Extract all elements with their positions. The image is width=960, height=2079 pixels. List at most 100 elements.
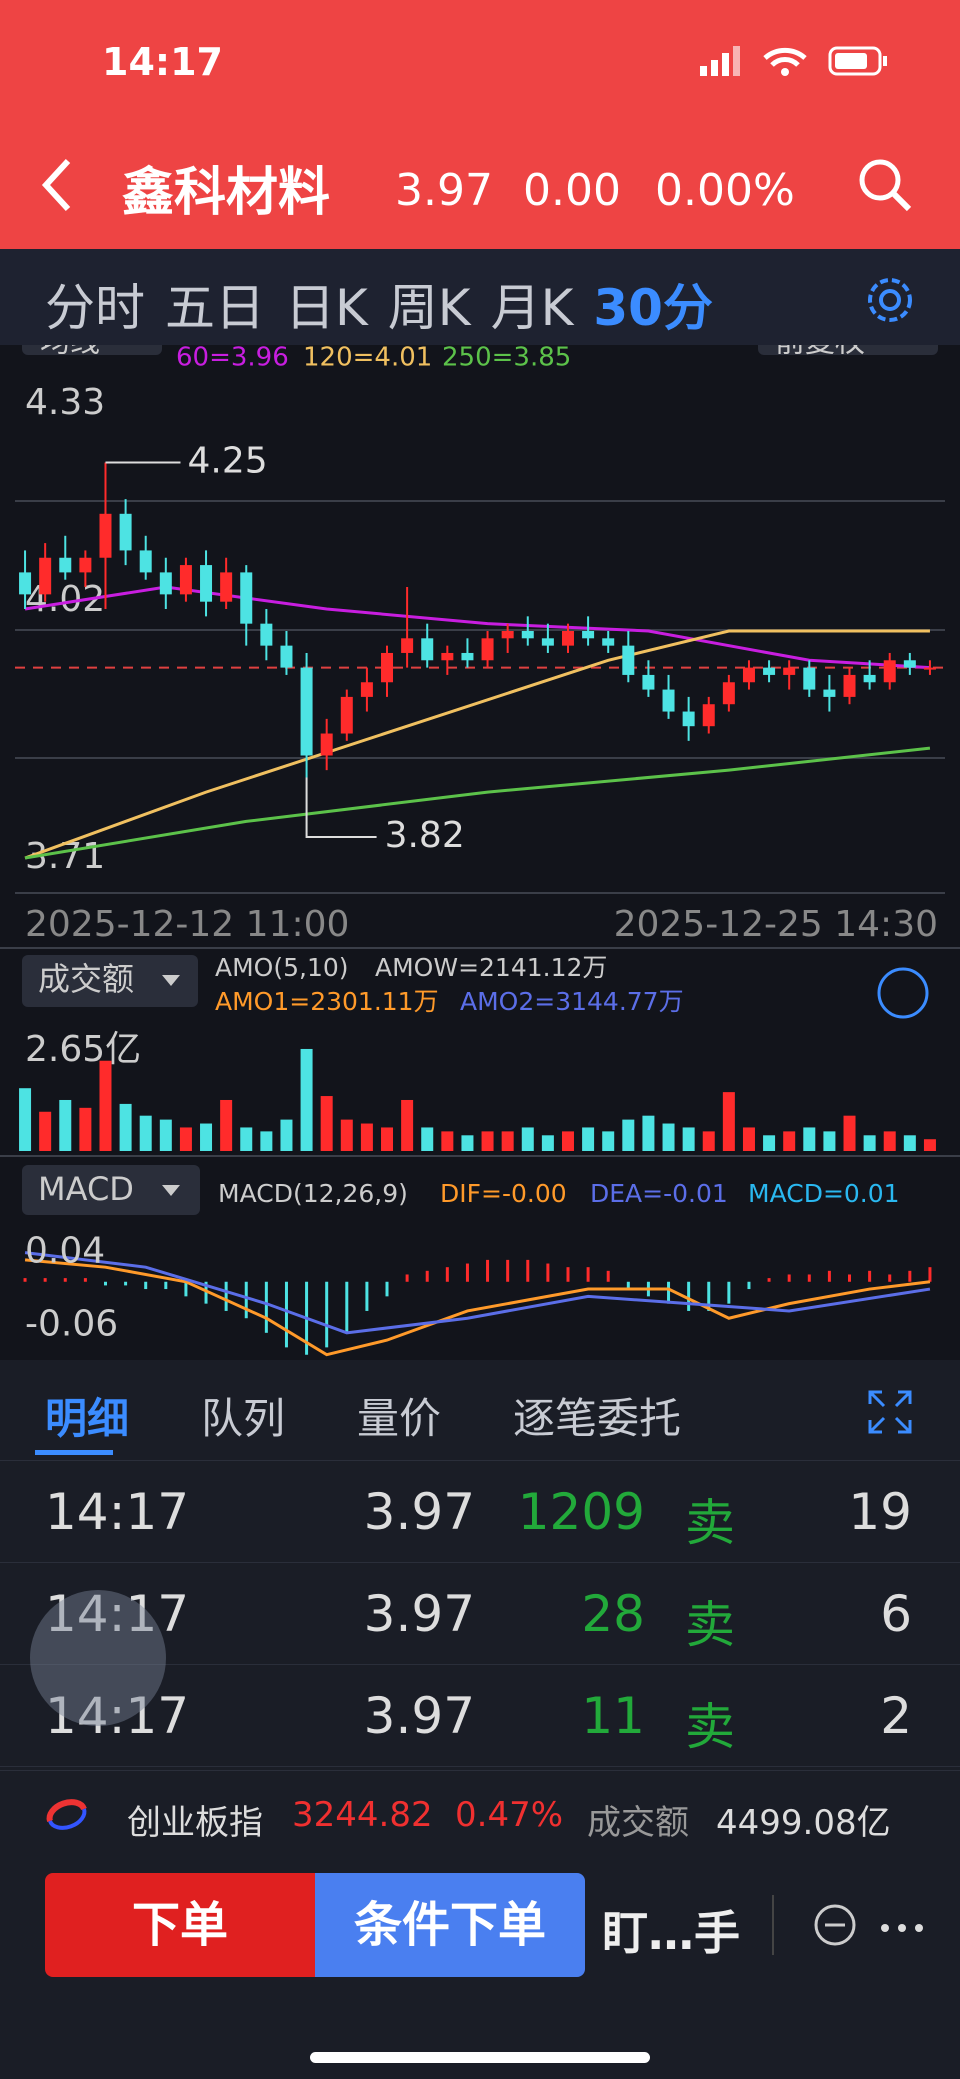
index-change: 0.47% <box>455 1795 564 1835</box>
trade-row: 14:17 3.97 28 卖 6 <box>0 1563 960 1665</box>
trade-tab[interactable]: 逐笔委托 <box>513 1394 682 1443</box>
index-logo <box>46 1799 87 1830</box>
volume-bar <box>300 1048 313 1151</box>
volume-bar <box>179 1127 192 1151</box>
more-button[interactable] <box>810 1900 930 1950</box>
period-tab[interactable]: 分时 <box>45 279 145 337</box>
candle-body <box>179 565 192 595</box>
candle-body <box>561 630 574 646</box>
ma-menu <box>22 345 162 355</box>
ma-menu-label: 均线 <box>40 345 100 360</box>
period-tab[interactable]: 月K <box>490 279 574 337</box>
candle-body <box>521 630 534 639</box>
switch-icon <box>877 967 929 1019</box>
watch-button[interactable]: 盯…手 <box>602 1906 740 1960</box>
tabs-bar <box>0 1360 960 1461</box>
volume-bar <box>421 1127 434 1151</box>
macd-menu <box>22 1165 200 1215</box>
indicator-name: AMO(5,10) <box>215 953 349 982</box>
search-button[interactable] <box>855 155 915 215</box>
dif-label: DIF=-0.00 <box>440 1179 567 1208</box>
volume-bar <box>823 1131 836 1151</box>
volume-bar <box>903 1135 916 1151</box>
trade-tab[interactable]: 明细 <box>45 1394 130 1443</box>
candle-body <box>461 652 474 661</box>
price: 3.97 <box>395 165 493 216</box>
conditional-order-button[interactable]: 条件下单 <box>315 1873 585 1977</box>
tab-underline <box>35 1450 113 1455</box>
x-label: 2025-12-25 14:30 <box>614 904 938 945</box>
assistant-bubble[interactable] <box>30 1590 166 1726</box>
candle-body <box>260 623 273 646</box>
trade-time: 14:17 <box>45 1585 190 1643</box>
volume-bar <box>159 1119 172 1151</box>
volume-bar <box>521 1127 534 1151</box>
volume-bar <box>642 1115 655 1151</box>
trade-tab[interactable]: 量价 <box>357 1394 442 1443</box>
indicator-line <box>24 746 931 860</box>
candle-body <box>401 638 414 653</box>
trade-row: 14:17 3.97 1209 卖 19 <box>0 1461 960 1563</box>
candle-body <box>903 660 916 668</box>
volume-bar <box>582 1127 595 1151</box>
volume-bar <box>662 1123 675 1151</box>
candle-body <box>240 572 253 624</box>
volume-bar <box>59 1099 72 1151</box>
indicator-line <box>24 1258 931 1357</box>
settings-button[interactable] <box>862 272 918 328</box>
dropdown-icon <box>162 1185 180 1196</box>
volume-bar <box>541 1135 554 1151</box>
trade-tab[interactable]: 队列 <box>201 1394 286 1443</box>
y-tick-label: 0.04 <box>25 1231 105 1272</box>
trade-time: 14:17 <box>45 1687 190 1745</box>
candle-body <box>602 638 615 646</box>
macd-menu-label: MACD <box>38 1170 134 1208</box>
candle-body <box>863 674 876 683</box>
ma-legend: 250=3.85 <box>442 345 571 373</box>
leader-line <box>305 777 377 838</box>
trade-count: 6 <box>880 1585 912 1643</box>
trade-count: 19 <box>848 1483 912 1541</box>
period-tab[interactable]: 日K <box>285 279 368 337</box>
candle-body <box>159 572 172 595</box>
candle-body <box>923 667 936 670</box>
index-value: 3244.82 <box>292 1795 433 1835</box>
volume-bar <box>602 1131 615 1151</box>
candle-body <box>200 565 213 602</box>
volume-bar <box>561 1131 574 1151</box>
period-tab[interactable]: 五日 <box>165 279 265 337</box>
trade-list: 14:17 3.97 1209 卖 19 14:17 3.97 28 卖 6 14:17 3.97 11… <box>0 1461 960 1767</box>
volume-bar <box>240 1127 253 1151</box>
chart-area: 均线前复权60=3.96120=4.01250=3.854.334.023.71… <box>0 345 960 1360</box>
indicator-line <box>24 629 930 860</box>
volume-bar <box>501 1131 514 1151</box>
change-pct: 0.00% <box>655 165 795 216</box>
period-tab[interactable]: 30分 <box>593 279 713 337</box>
period-tab[interactable]: 周K <box>387 279 471 337</box>
candle-body <box>541 638 554 646</box>
back-button[interactable] <box>38 155 78 215</box>
ma-legend: 60=3.96 <box>176 345 289 373</box>
trade-price: 3.97 <box>363 1585 475 1643</box>
candle-body <box>139 550 152 573</box>
volume-bar <box>863 1135 876 1151</box>
candle-body <box>702 704 715 727</box>
y-tick-label: -0.06 <box>25 1304 118 1345</box>
trade-row: 14:17 3.97 11 卖 2 <box>0 1665 960 1767</box>
candle-body <box>642 674 655 690</box>
divider <box>772 1895 774 1955</box>
trade-side: 卖 <box>685 1698 735 1756</box>
fullscreen-button[interactable] <box>866 1388 914 1436</box>
volume-bar <box>220 1099 233 1151</box>
dea-label: DEA=-0.01 <box>590 1179 728 1208</box>
candle-body <box>300 667 313 756</box>
volume-bar <box>702 1131 715 1151</box>
volume-bar <box>280 1119 293 1151</box>
candle-body <box>360 682 373 697</box>
change: 0.00 <box>523 165 621 216</box>
candle-body <box>99 513 112 558</box>
candle-body <box>883 660 896 683</box>
order-button[interactable]: 下单 <box>45 1873 315 1977</box>
volume-bar <box>923 1139 936 1151</box>
